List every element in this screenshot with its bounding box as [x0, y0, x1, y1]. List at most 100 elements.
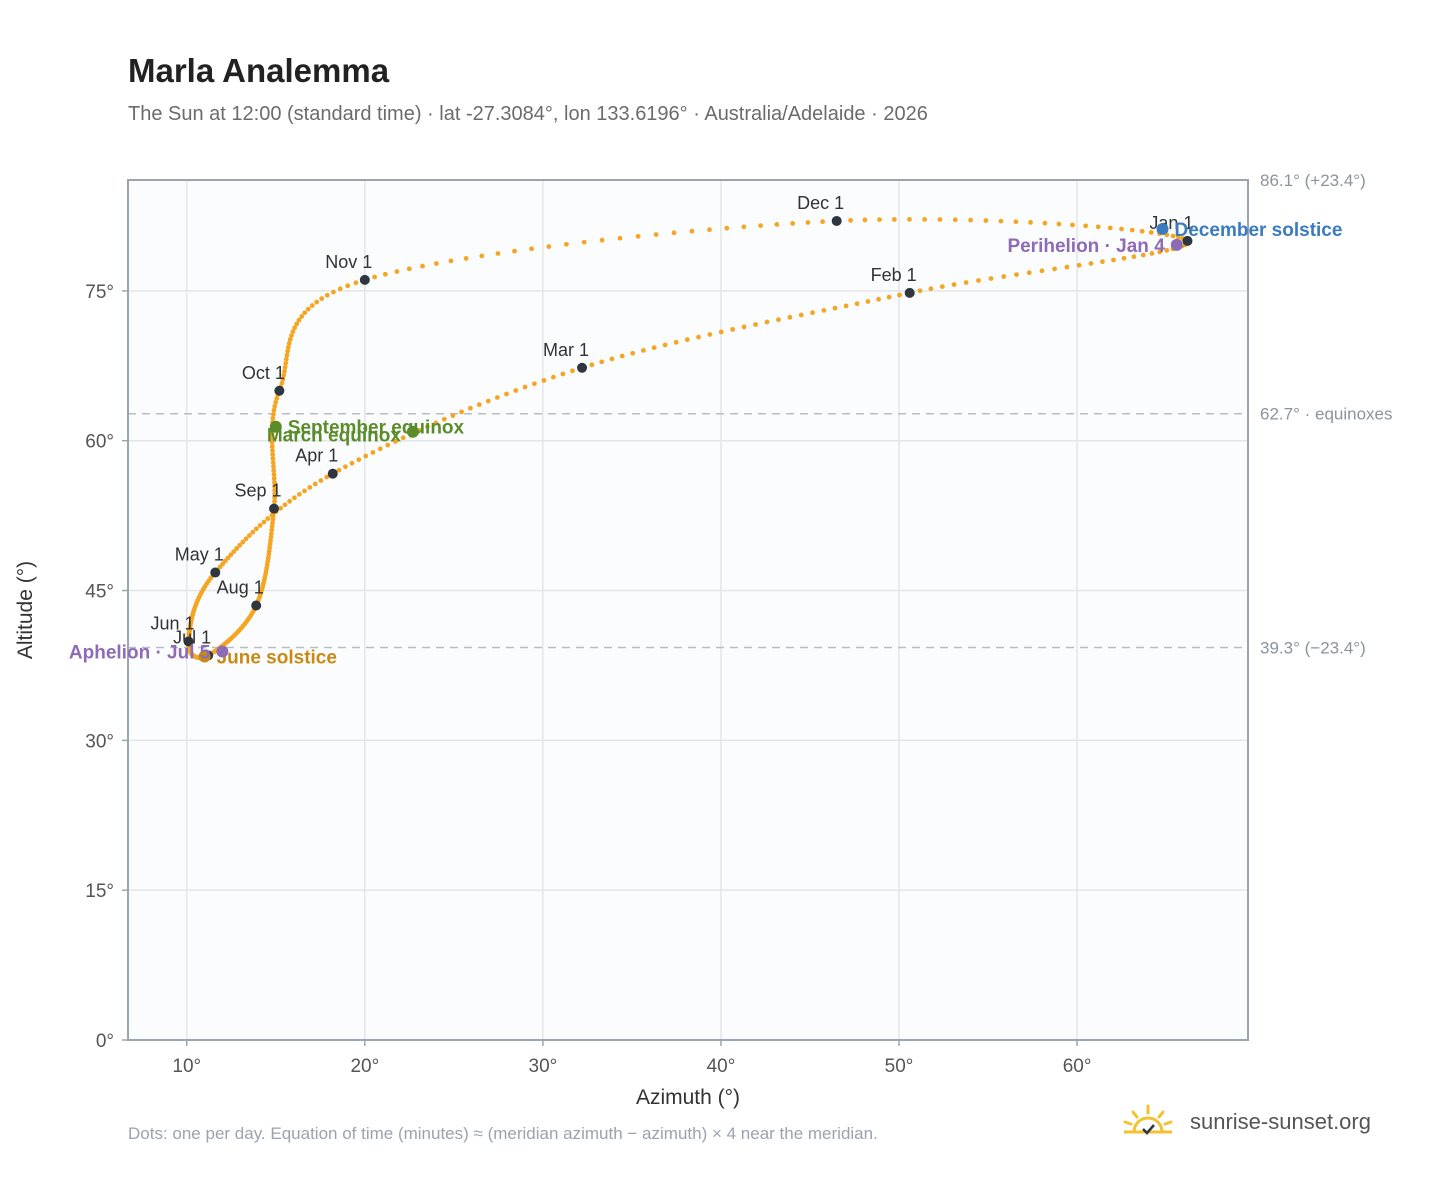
sun-ray: [1157, 1110, 1165, 1119]
event-marker: [269, 420, 282, 433]
daily-dot: [254, 526, 259, 532]
daily-dot: [294, 321, 300, 327]
daily-dot: [286, 341, 292, 346]
sun-arc: [1132, 1116, 1164, 1133]
x-tick-label: 50°: [885, 1056, 914, 1077]
daily-dot: [897, 292, 902, 298]
month-marker: [577, 362, 588, 373]
event-marker: [216, 645, 229, 658]
month-marker: [831, 215, 842, 226]
daily-dot: [495, 251, 501, 256]
daily-dot: [1164, 247, 1170, 253]
daily-dot: [512, 248, 517, 254]
brand[interactable]: sunrise-sunset.org: [1120, 1100, 1371, 1144]
daily-dot: [1076, 262, 1082, 268]
reference-line-label: 86.1° (+23.4°): [1260, 171, 1366, 190]
daily-dot: [1157, 249, 1163, 255]
daily-dot: [843, 303, 849, 309]
daily-dot: [1148, 230, 1154, 235]
daily-dot: [285, 348, 290, 354]
daily-dot: [467, 405, 473, 411]
daily-dot: [450, 413, 456, 418]
x-tick-label: 40°: [707, 1056, 736, 1077]
daily-dot: [273, 399, 279, 405]
y-tick-label: 75°: [85, 282, 114, 303]
daily-dot: [1140, 252, 1146, 258]
daily-dot: [891, 217, 897, 222]
daily-dot: [356, 457, 362, 463]
daily-dot: [282, 502, 288, 508]
daily-dot: [296, 317, 302, 323]
sun-ray: [1123, 1120, 1133, 1126]
daily-dot: [1131, 254, 1137, 260]
daily-dot: [599, 359, 605, 365]
daily-dot: [541, 378, 547, 383]
daily-dot: [1070, 222, 1075, 228]
daily-dot: [269, 436, 275, 441]
daily-dot: [272, 498, 277, 504]
daily-dot: [774, 222, 780, 227]
daily-dot: [718, 329, 724, 335]
y-tick-label: 45°: [85, 582, 114, 603]
daily-dot: [662, 342, 668, 348]
daily-dot: [653, 232, 659, 237]
daily-dot: [283, 360, 289, 366]
daily-dot: [730, 327, 736, 332]
daily-dot: [433, 420, 439, 426]
daily-dot: [776, 317, 781, 323]
daily-dot: [246, 533, 252, 538]
event-marker: [198, 650, 211, 663]
month-marker: [269, 503, 280, 514]
daily-dot: [550, 374, 556, 380]
daily-dot: [265, 516, 271, 521]
daily-dot: [1121, 255, 1127, 261]
x-tick-label: 30°: [529, 1056, 558, 1077]
daily-dot: [271, 476, 277, 481]
daily-dot: [513, 388, 519, 393]
reference-line-label: 62.7° · equinoxes: [1260, 405, 1393, 424]
daily-dot: [764, 319, 770, 325]
daily-dot: [420, 263, 425, 269]
brand-name: sunrise-sunset.org: [1190, 1109, 1371, 1134]
daily-dot: [270, 520, 275, 526]
daily-dot: [243, 536, 249, 542]
check-mark: [1142, 1124, 1155, 1135]
daily-dot: [285, 344, 291, 350]
daily-dot: [589, 362, 595, 368]
daily-dot: [271, 468, 277, 474]
daily-dot: [434, 261, 439, 266]
daily-dot: [848, 217, 853, 223]
daily-dot: [494, 395, 500, 400]
daily-dot: [250, 529, 256, 535]
daily-dot: [393, 439, 398, 444]
daily-dot: [257, 523, 263, 528]
daily-dot: [237, 542, 243, 548]
x-tick-label: 10°: [172, 1056, 201, 1077]
daily-dot: [976, 278, 981, 283]
daily-dot: [319, 296, 325, 302]
y-axis-label: Altitude (°): [14, 561, 37, 659]
daily-dot: [865, 299, 871, 304]
event-marker: [406, 425, 419, 438]
daily-dot: [1175, 234, 1181, 240]
daily-dot: [272, 495, 278, 501]
plot-area: [128, 180, 1248, 1040]
daily-dot: [476, 402, 482, 408]
daily-dot: [758, 223, 763, 229]
y-tick-label: 60°: [85, 432, 114, 453]
daily-dot: [382, 271, 388, 277]
daily-dot: [1149, 251, 1155, 256]
daily-dot: [609, 356, 615, 362]
daily-dot: [324, 474, 330, 480]
daily-dot: [290, 329, 296, 335]
daily-dot: [302, 488, 307, 494]
x-axis-label: Azimuth (°): [636, 1086, 740, 1109]
daily-dot: [968, 217, 974, 223]
month-marker: [183, 636, 194, 647]
month-label: Aug 1: [217, 578, 264, 598]
daily-dot: [671, 230, 677, 236]
daily-dot: [270, 452, 276, 458]
event-label: Perihelion · Jan 4: [1007, 236, 1165, 257]
